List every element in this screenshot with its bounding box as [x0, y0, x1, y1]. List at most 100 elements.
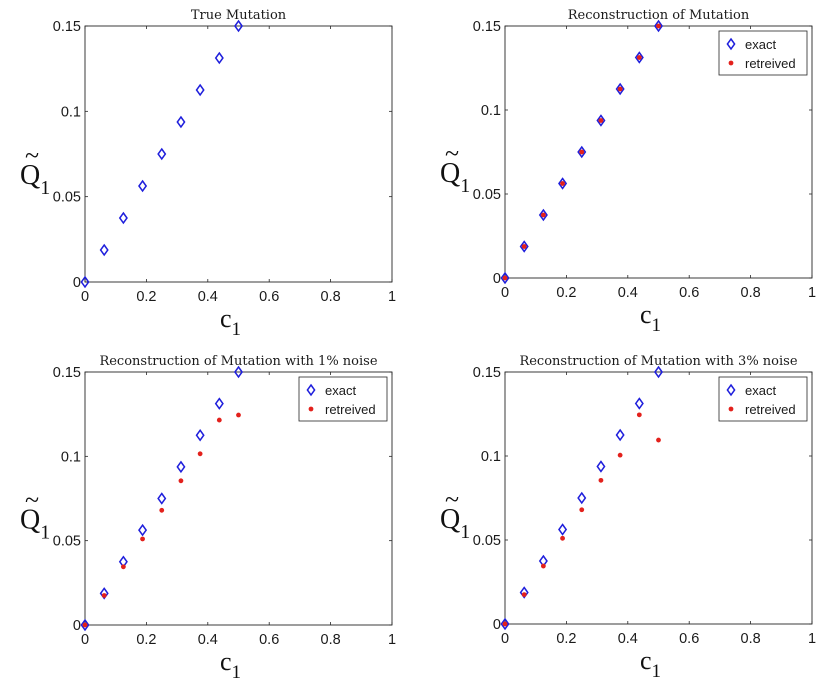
data-point-exact — [596, 114, 606, 127]
data-point-retreived — [579, 507, 585, 513]
y-tick-label: 0.1 — [481, 449, 501, 465]
x-tick-label: 0.2 — [136, 289, 156, 305]
x-tick-label: 0.8 — [741, 631, 761, 647]
data-point-exact — [80, 275, 90, 289]
legend-marker-retreived — [728, 60, 734, 66]
data-point-exact — [634, 397, 644, 410]
chart-panel-3: Reconstruction of Mutation with 1% noise… — [20, 354, 396, 683]
data-point-retreived — [579, 149, 585, 155]
plot-area-frame — [84, 371, 393, 626]
data-point-exact — [195, 428, 205, 442]
y-tick-label: 0.1 — [61, 449, 81, 465]
data-point-exact — [233, 365, 244, 379]
data-point-retreived — [540, 212, 546, 218]
x-tick-label: 0.2 — [556, 285, 576, 301]
x-tick-label: 0.2 — [556, 631, 576, 647]
data-point-retreived — [656, 437, 661, 443]
x-axis-label: c1 — [640, 300, 661, 336]
x-tick-label: 0.4 — [618, 631, 638, 647]
legend-label-exact: exact — [745, 383, 776, 398]
y-axis-label-tilde: ~ — [25, 141, 39, 170]
y-tick-label: 0.05 — [473, 533, 501, 549]
plot-area-frame — [84, 25, 393, 283]
y-axis-label-tilde: ~ — [25, 486, 39, 515]
x-tick-label: 1 — [388, 632, 396, 648]
y-axis-label-subscript: 1 — [40, 177, 50, 199]
data-point-retreived — [178, 478, 184, 484]
data-point-retreived — [502, 275, 508, 281]
x-tick-label: 1 — [808, 285, 816, 301]
data-point-exact — [138, 179, 148, 193]
y-axis-label-subscript: 1 — [460, 175, 470, 197]
legend-box — [718, 376, 808, 422]
x-axis-label-main: c — [640, 300, 652, 329]
series-retreived — [82, 412, 241, 628]
y-tick-label: 0.05 — [53, 190, 81, 206]
y-tick-label: 0 — [73, 618, 81, 634]
x-tick-label: 0.8 — [321, 632, 341, 648]
data-point-retreived — [598, 477, 604, 483]
x-axis-label: c1 — [640, 646, 661, 682]
data-point-exact — [157, 147, 167, 161]
data-point-retreived — [140, 536, 145, 542]
chart-title: Reconstruction of Mutation — [568, 8, 750, 23]
x-tick-label: 0.6 — [679, 631, 699, 647]
x-axis-label-main: c — [640, 646, 652, 675]
legend-marker-exact — [306, 383, 316, 397]
data-point-retreived — [502, 621, 508, 627]
data-point-exact — [615, 82, 625, 96]
data-point-exact — [596, 460, 606, 473]
data-point-retreived — [617, 452, 623, 458]
y-tick-label: 0.1 — [481, 103, 501, 119]
y-tick-label: 0.05 — [473, 187, 501, 203]
legend-marker-retreived — [728, 406, 734, 412]
y-axis-label-main: Q — [440, 158, 460, 189]
data-point-exact — [519, 586, 529, 599]
data-point-exact — [538, 208, 548, 222]
y-axis-label-tilde: ~ — [445, 139, 459, 168]
data-point-exact — [653, 365, 664, 379]
plot-area-frame — [504, 371, 813, 625]
series-exact — [80, 365, 244, 632]
x-axis-label-subscript: 1 — [232, 662, 242, 683]
y-axis-label: Q1 — [440, 158, 470, 197]
x-axis-label-subscript: 1 — [232, 319, 242, 340]
chart-title: Reconstruction of Mutation with 3% noise — [519, 354, 797, 369]
chart-title: Reconstruction of Mutation with 1% noise — [99, 354, 377, 369]
series-retreived — [502, 23, 661, 281]
x-tick-label: 0 — [501, 285, 509, 301]
data-point-exact — [577, 491, 587, 505]
legend-marker-exact — [726, 37, 736, 51]
chart-panel-1: True Mutation 0 0.2 0.4 0.6 0.8 1 0 0.05 0.1 0.15 c… — [20, 8, 396, 340]
y-axis-label: Q1 — [20, 160, 50, 199]
data-point-exact — [176, 460, 186, 474]
y-axis-label-subscript: 1 — [40, 522, 50, 544]
data-point-exact — [634, 51, 644, 64]
data-point-retreived — [236, 412, 241, 418]
legend-label-retreived: retreived — [745, 56, 796, 71]
x-tick-label: 0.2 — [136, 632, 156, 648]
data-point-retreived — [617, 86, 623, 92]
y-axis-label: Q1 — [440, 504, 470, 543]
x-axis-label-main: c — [220, 647, 232, 676]
x-axis-label: c1 — [220, 304, 241, 340]
data-point-retreived — [636, 412, 642, 418]
data-point-retreived — [636, 55, 642, 60]
series-exact — [80, 19, 244, 289]
data-point-retreived — [560, 181, 565, 186]
y-axis-label: Q1 — [20, 505, 50, 544]
x-tick-label: 0.8 — [321, 289, 341, 305]
data-point-retreived — [101, 593, 107, 598]
x-tick-label: 0.6 — [259, 289, 279, 305]
data-point-exact — [99, 243, 109, 257]
data-point-exact — [195, 83, 205, 97]
data-point-retreived — [540, 563, 546, 569]
data-point-exact — [80, 618, 90, 632]
y-tick-label: 0 — [493, 271, 501, 287]
legend: exact retreived — [718, 376, 808, 422]
y-tick-label: 0.05 — [53, 534, 81, 550]
x-tick-label: 0.4 — [198, 632, 218, 648]
legend-label-exact: exact — [325, 383, 356, 398]
y-tick-label: 0.15 — [53, 365, 81, 381]
